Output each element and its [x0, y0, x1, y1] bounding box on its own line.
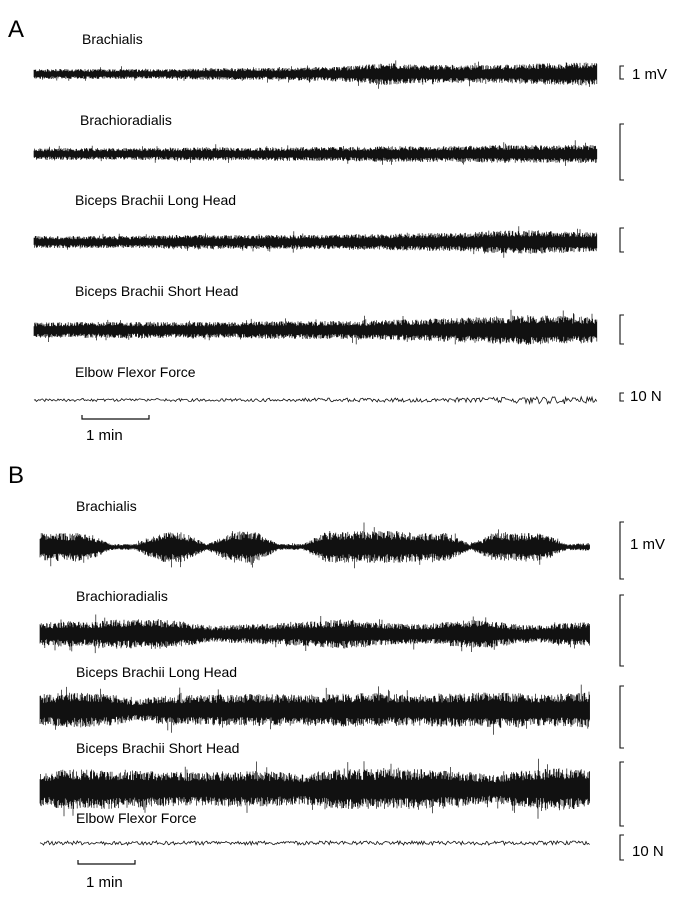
time-scale-bar: [81, 415, 150, 420]
calibration-bar: [619, 65, 624, 80]
calibration-bar: [619, 761, 624, 827]
force-signal: [33, 395, 598, 406]
trace-p1-2: [39, 684, 590, 735]
calibration-bar: [619, 521, 624, 580]
calibration-bar: [619, 227, 624, 253]
trace-label-a-brachialis: Brachialis: [82, 31, 143, 47]
force-signal: [39, 839, 590, 847]
trace-label-b-force: Elbow Flexor Force: [76, 810, 197, 826]
emg-signal: [33, 60, 598, 89]
panel-letter-b: B: [8, 462, 25, 489]
emg-signal: [39, 758, 590, 819]
scale-label-b-emg: 1 mV: [630, 536, 666, 553]
trace-p1-0: [39, 522, 590, 569]
trace-label-b-biceps-long: Biceps Brachii Long Head: [76, 664, 238, 680]
calibration-bar: [619, 392, 624, 402]
trace-p1-3: [39, 758, 590, 819]
calibration-bar: [619, 123, 624, 181]
trace-label-a-biceps-short: Biceps Brachii Short Head: [75, 283, 239, 299]
panel-letter-a: A: [8, 16, 25, 43]
trace-p0-3: [33, 309, 598, 345]
trace-label-b-brachialis: Brachialis: [76, 498, 137, 514]
trace-label-a-biceps-long: Biceps Brachii Long Head: [75, 192, 237, 208]
trace-p1-1: [39, 614, 590, 654]
time-scale-label-b: 1 min: [86, 874, 123, 891]
emg-signal: [33, 226, 598, 258]
emg-signal: [39, 614, 590, 654]
trace-p0-4: [33, 395, 598, 406]
time-scale-bar: [77, 860, 136, 865]
trace-p0-1: [33, 140, 598, 166]
time-scale-label-a: 1 min: [86, 427, 123, 444]
emg-signal: [33, 309, 598, 345]
scale-label-a-force: 10 N: [630, 388, 662, 405]
calibration-bar: [619, 834, 624, 861]
trace-p0-0: [33, 60, 598, 89]
calibration-bar: [619, 685, 624, 749]
trace-label-a-brachioradialis: Brachioradialis: [80, 112, 172, 128]
emg-signal: [39, 684, 590, 735]
trace-p1-4: [39, 839, 590, 847]
calibration-bar: [619, 314, 624, 345]
trace-label-b-biceps-short: Biceps Brachii Short Head: [76, 740, 240, 756]
emg-signal: [39, 522, 590, 569]
emg-signal: [33, 140, 598, 166]
scale-label-a-emg: 1 mV: [632, 66, 668, 83]
calibration-bar: [619, 594, 624, 667]
trace-label-a-force: Elbow Flexor Force: [75, 364, 196, 380]
trace-label-b-brachioradialis: Brachioradialis: [76, 588, 168, 604]
trace-p0-2: [33, 226, 598, 258]
scale-label-b-force: 10 N: [632, 843, 664, 860]
